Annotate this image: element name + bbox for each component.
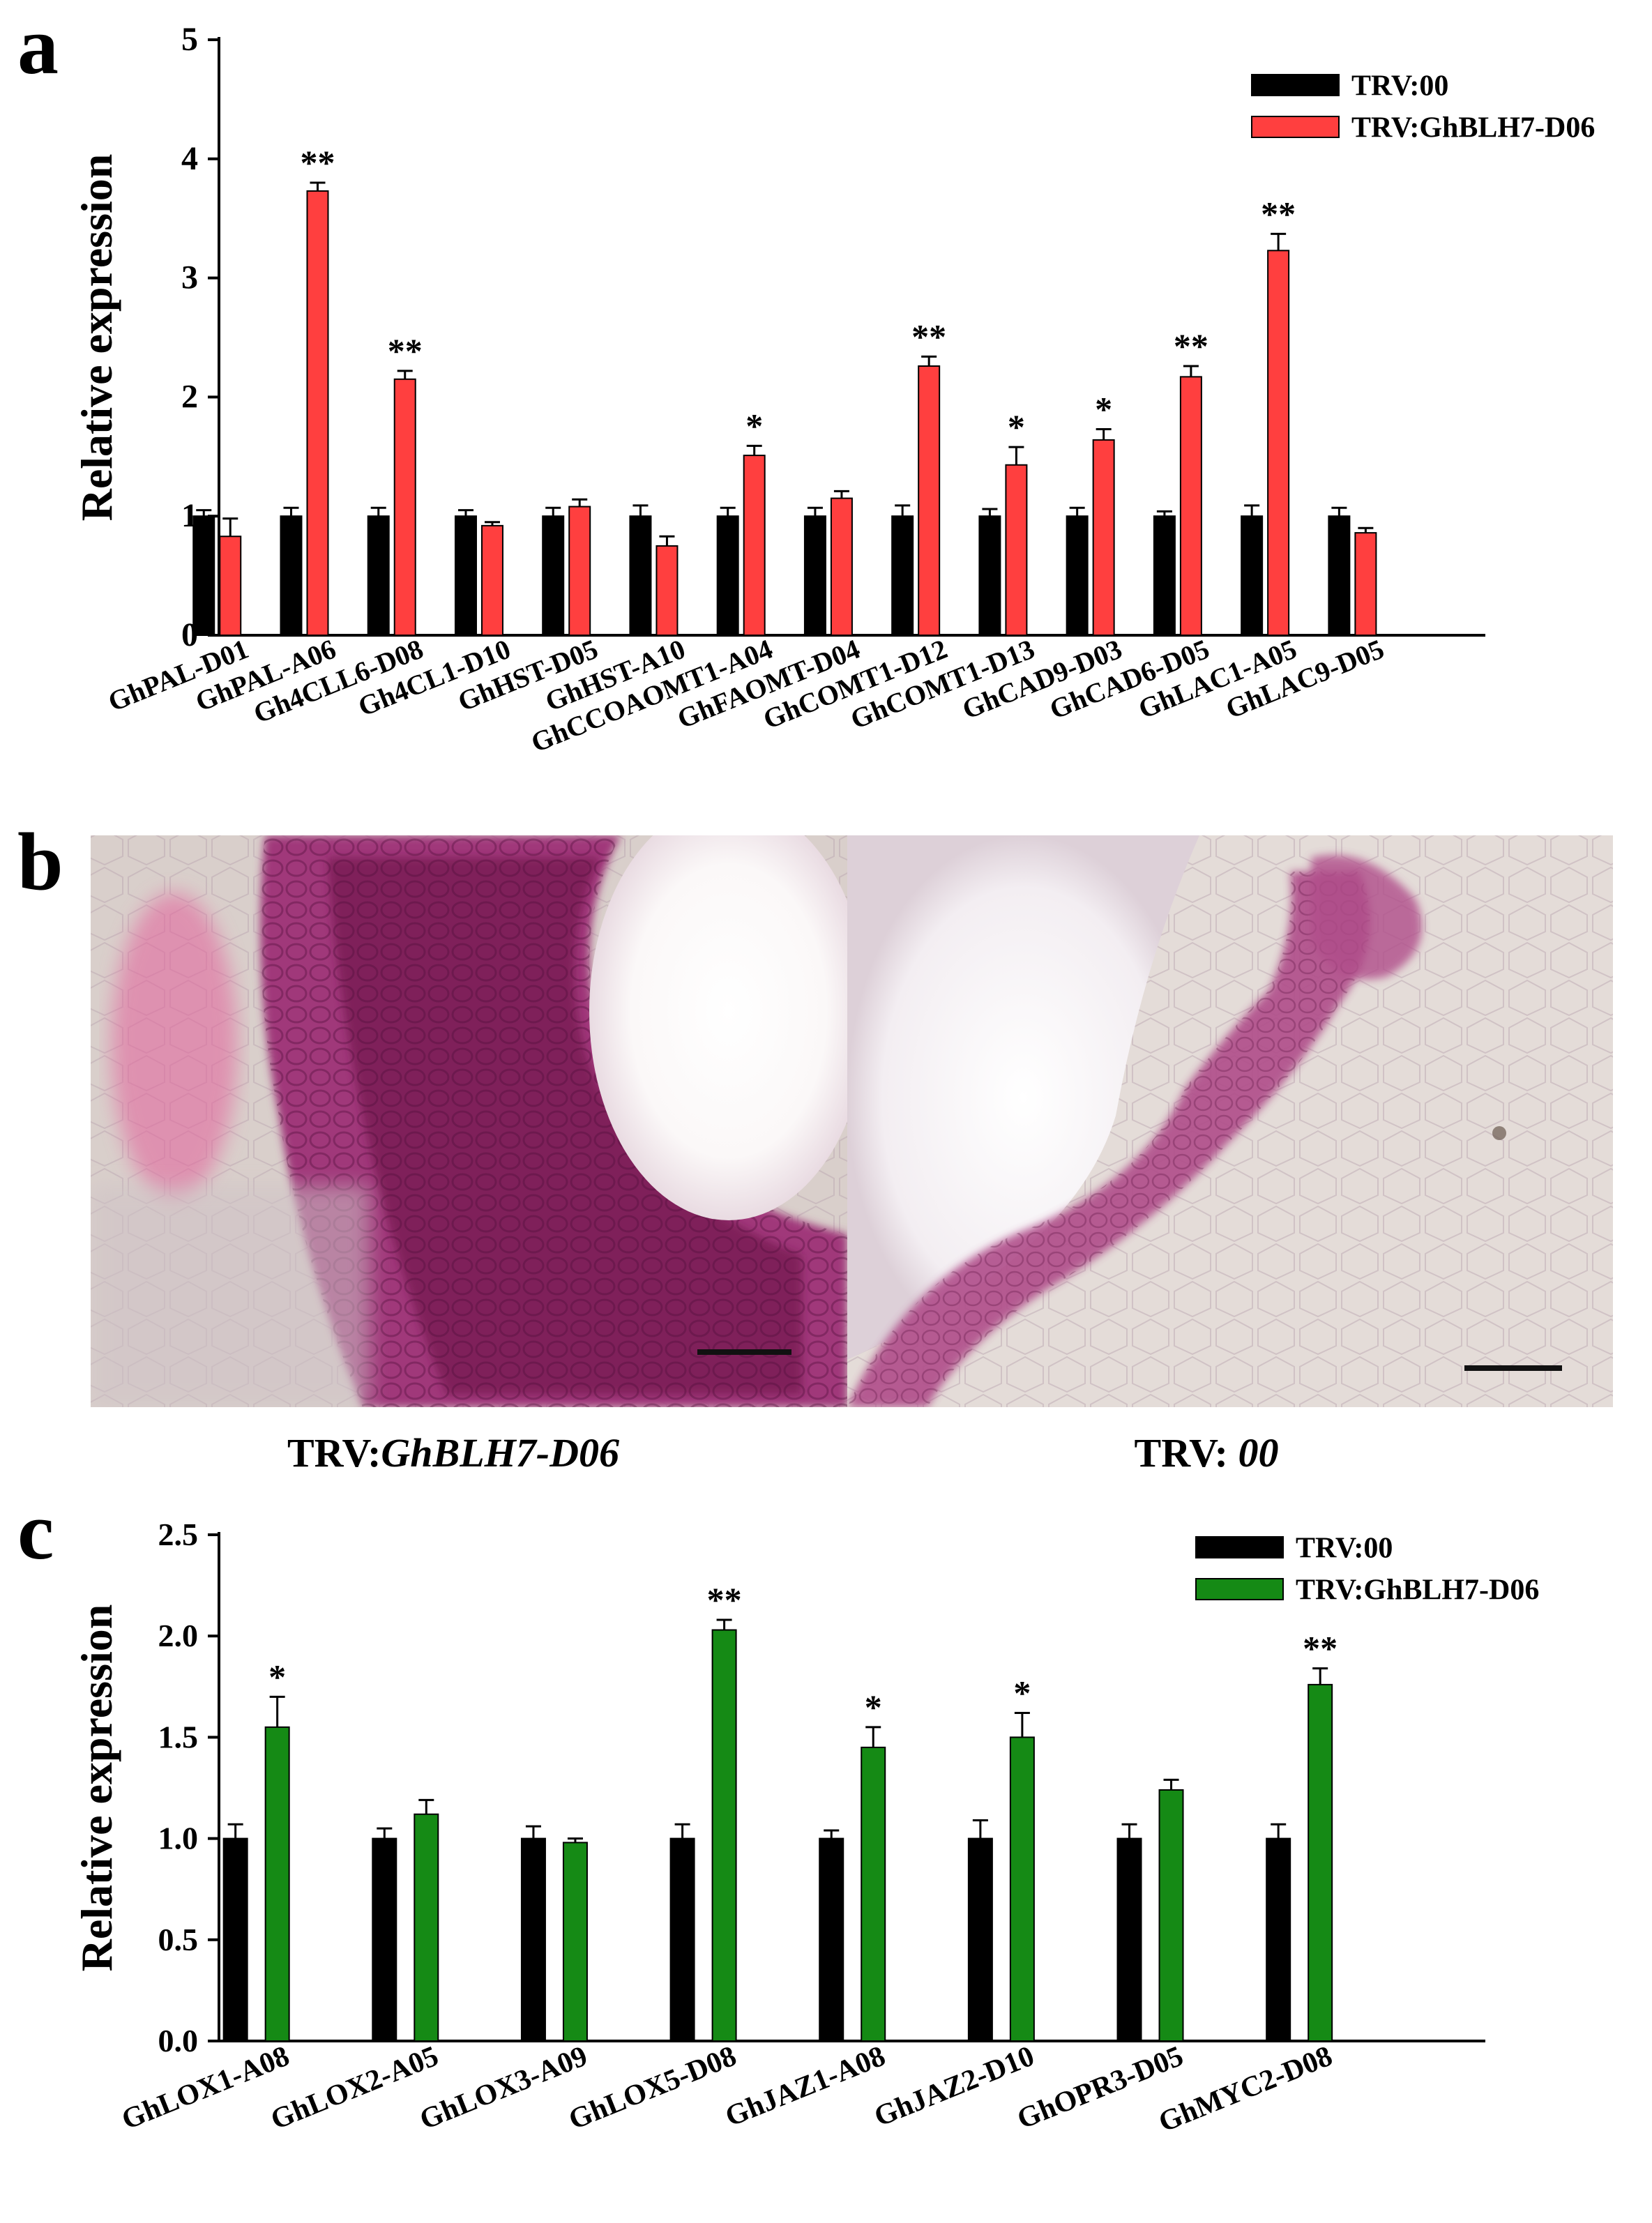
significance-mark: ** <box>1261 194 1296 233</box>
bar-treatment <box>568 506 591 637</box>
bar-treatment <box>918 365 941 636</box>
y-tick-label: 0.5 <box>158 1922 199 1957</box>
bar-treatment <box>711 1629 737 2042</box>
bar-control <box>222 1837 248 2042</box>
x-tick-label: GhJAZ1-A08 <box>721 2040 890 2134</box>
bar-treatment <box>743 455 766 636</box>
significance-mark: * <box>1095 390 1112 429</box>
significance-mark: * <box>865 1687 882 1727</box>
x-tick-label: GhLOX2-A05 <box>266 2040 443 2137</box>
bar-treatment <box>1009 1736 1035 2042</box>
micrograph-right <box>847 835 1613 1407</box>
bar-control <box>1116 1837 1142 2042</box>
bar-treatment <box>1179 376 1202 636</box>
legend-label: TRV:00 <box>1296 1533 1393 1565</box>
significance-mark: * <box>745 406 763 445</box>
legend-swatch <box>1195 1578 1284 1600</box>
legend-label: TRV:GhBLH7-D06 <box>1296 1575 1539 1607</box>
bar-control <box>716 515 739 637</box>
bar-treatment <box>656 545 679 637</box>
panel-letter-c: c <box>17 1485 54 1577</box>
legend-swatch <box>1195 1536 1284 1558</box>
bar-treatment <box>861 1746 886 2042</box>
panel-letter-a: a <box>17 0 59 91</box>
bar-control <box>669 1837 695 2042</box>
significance-mark: ** <box>707 1580 742 1619</box>
bar-control <box>192 515 215 637</box>
bar-treatment <box>414 1813 439 2042</box>
x-tick-label: GhLOX3-A09 <box>416 2040 592 2137</box>
significance-mark: * <box>268 1657 286 1696</box>
y-tick-label: 5 <box>181 21 198 58</box>
bar-treatment <box>1092 439 1115 636</box>
bar-treatment <box>393 378 416 637</box>
scale-bar-left <box>697 1349 791 1355</box>
bar-control <box>372 1837 397 2042</box>
significance-mark: * <box>1013 1674 1031 1713</box>
significance-mark: ** <box>300 143 335 182</box>
y-axis-title: Relative expression <box>72 1604 121 1972</box>
y-tick-label: 0.0 <box>158 2023 199 2058</box>
significance-mark: ** <box>388 331 423 370</box>
bar-control <box>891 515 914 637</box>
bar-control <box>1266 1837 1291 2042</box>
bar-control <box>542 515 565 637</box>
bar-control <box>967 1837 993 2042</box>
bar-treatment <box>480 524 503 637</box>
significance-mark: * <box>1008 407 1025 446</box>
bar-control <box>803 515 826 637</box>
y-tick-label: 1.0 <box>158 1821 199 1856</box>
panel-letter-b: b <box>17 816 63 907</box>
bar-control <box>454 515 477 637</box>
bar-control <box>520 1837 546 2042</box>
bar-control <box>1153 515 1176 637</box>
scale-bar-right <box>1464 1365 1562 1371</box>
y-axis-title: Relative expression <box>72 154 121 522</box>
bar-treatment <box>1158 1789 1184 2042</box>
x-tick-label: GhLOX1-A08 <box>117 2040 294 2137</box>
bar-treatment <box>1354 532 1377 636</box>
legend-swatch <box>1251 74 1340 96</box>
y-tick-label: 3 <box>181 259 198 296</box>
micrograph-caption-right: TRV: 00 <box>1135 1430 1279 1475</box>
y-tick-label: 2.5 <box>158 1517 199 1552</box>
x-tick-label: GhJAZ2-D10 <box>870 2040 1038 2134</box>
bar-control <box>1066 515 1089 637</box>
bar-treatment <box>830 497 853 637</box>
significance-mark: ** <box>1303 1629 1337 1668</box>
y-tick-label: 1.5 <box>158 1719 199 1754</box>
bar-control <box>1328 515 1351 637</box>
micrograph-caption-left: TRV:GhBLH7-D06 <box>287 1430 619 1475</box>
legend-label: TRV:00 <box>1351 70 1448 103</box>
y-tick-label: 2 <box>181 378 198 415</box>
bar-control <box>629 515 652 637</box>
y-tick-label: 2.0 <box>158 1618 199 1653</box>
bar-control <box>1241 515 1264 637</box>
micrograph-left <box>91 835 847 1407</box>
legend-label: TRV:GhBLH7-D06 <box>1351 112 1595 144</box>
significance-mark: ** <box>1174 326 1208 365</box>
bar-control <box>367 515 390 637</box>
bar-treatment <box>306 190 329 636</box>
bar-control <box>819 1837 844 2042</box>
bar-treatment <box>562 1842 588 2042</box>
bar-control <box>978 515 1001 637</box>
bar-control <box>280 515 303 637</box>
legend-swatch <box>1251 116 1340 138</box>
bar-treatment <box>264 1726 290 2042</box>
significance-mark: ** <box>911 317 946 356</box>
bar-treatment <box>1005 464 1028 636</box>
x-tick-label: GhLOX5-D08 <box>564 2040 741 2137</box>
y-tick-label: 4 <box>181 140 198 177</box>
chart-panel-c: 0.0 0.5 1.0 1.5 2.0 2.5 Relative expression * Gh… <box>72 1517 1539 2139</box>
bar-treatment <box>1308 1683 1333 2042</box>
bar-treatment <box>1267 250 1290 637</box>
bar-treatment <box>219 536 242 637</box>
